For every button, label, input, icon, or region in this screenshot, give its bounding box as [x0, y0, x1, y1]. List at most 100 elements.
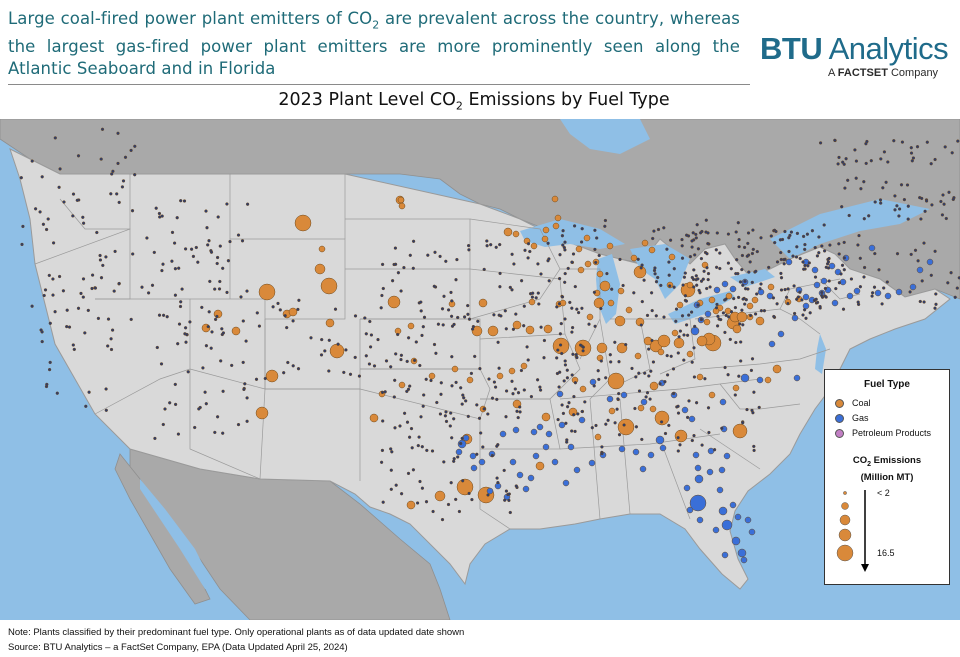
- small-plant-dot: [459, 441, 463, 446]
- small-plant-dot: [309, 336, 313, 340]
- small-plant-dot: [271, 305, 275, 309]
- gas-plant-marker: [721, 280, 729, 288]
- small-plant-dot: [115, 192, 119, 196]
- small-plant-dot: [746, 287, 750, 291]
- small-plant-dot: [157, 313, 162, 317]
- small-plant-dot: [186, 370, 190, 374]
- small-plant-dot: [587, 322, 591, 326]
- small-plant-dot: [906, 217, 910, 221]
- small-plant-dot: [438, 412, 443, 416]
- small-plant-dot: [163, 407, 167, 411]
- small-plant-dot: [511, 327, 516, 331]
- coal-plant-marker: [525, 325, 535, 335]
- small-plant-dot: [916, 259, 920, 263]
- coal-plant-marker: [428, 372, 436, 380]
- small-plant-dot: [466, 312, 470, 316]
- small-plant-dot: [109, 337, 113, 341]
- size-scale: [836, 490, 869, 572]
- small-plant-dot: [225, 202, 229, 206]
- small-plant-dot: [908, 290, 912, 294]
- small-plant-dot: [291, 319, 295, 323]
- small-plant-dot: [656, 275, 660, 280]
- small-plant-dot: [775, 260, 780, 264]
- small-plant-dot: [837, 155, 841, 160]
- small-plant-dot: [507, 498, 511, 503]
- small-plant-dot: [869, 159, 873, 163]
- small-plant-dot: [929, 162, 933, 166]
- small-plant-dot: [230, 363, 234, 368]
- legend-coal-label: Coal: [852, 398, 871, 408]
- small-plant-dot: [390, 450, 394, 454]
- small-plant-dot: [203, 390, 207, 394]
- small-plant-dot: [104, 255, 108, 259]
- small-plant-dot: [165, 315, 169, 319]
- small-plant-dot: [494, 245, 498, 249]
- small-plant-dot: [735, 258, 739, 262]
- small-plant-dot: [651, 236, 655, 241]
- coal-plant-marker: [552, 222, 560, 230]
- small-plant-dot: [563, 240, 567, 244]
- gas-plant-marker: [777, 330, 785, 338]
- small-plant-dot: [603, 218, 608, 223]
- small-plant-dot: [804, 316, 808, 320]
- chesapeake-bay: [815, 334, 826, 374]
- small-plant-dot: [444, 419, 449, 424]
- small-plant-dot: [184, 340, 188, 344]
- small-plant-dot: [680, 256, 685, 260]
- small-plant-dot: [133, 144, 137, 148]
- small-plant-dot: [555, 371, 560, 376]
- small-plant-dot: [803, 247, 807, 252]
- legend-item-petroleum: Petroleum Products: [835, 428, 931, 438]
- small-plant-dot: [692, 285, 696, 289]
- coal-plant-marker: [508, 367, 516, 375]
- small-plant-dot: [911, 156, 916, 160]
- small-plant-dot: [751, 247, 755, 252]
- small-plant-dot: [593, 324, 597, 328]
- small-plant-dot: [416, 443, 420, 448]
- small-plant-dot: [431, 509, 435, 514]
- small-plant-dot: [803, 242, 807, 247]
- gas-plant-marker: [692, 451, 700, 459]
- small-plant-dot: [58, 167, 62, 171]
- small-plant-dot: [39, 328, 43, 332]
- gas-plant-marker: [706, 468, 714, 476]
- small-plant-dot: [740, 267, 744, 272]
- small-plant-dot: [101, 263, 105, 268]
- small-plant-dot: [792, 311, 797, 316]
- gas-plant-marker: [868, 244, 876, 252]
- legend-emissions-title: CO2 Emissions (Million MT): [825, 454, 949, 484]
- coal-plant-marker: [406, 500, 416, 510]
- small-plant-dot: [419, 300, 423, 304]
- lake-erie: [668, 291, 735, 324]
- small-plant-dot: [815, 254, 820, 258]
- small-plant-dot: [461, 479, 465, 483]
- small-plant-dot: [43, 288, 48, 292]
- small-plant-dot: [677, 335, 681, 339]
- small-plant-dot: [424, 377, 428, 381]
- small-plant-dot: [578, 343, 583, 347]
- small-plant-dot: [430, 449, 435, 453]
- small-plant-dot: [183, 247, 188, 251]
- coal-plant-marker: [318, 245, 326, 253]
- small-plant-dot: [583, 400, 587, 404]
- small-plant-dot: [71, 214, 75, 218]
- small-plant-dot: [796, 295, 801, 299]
- small-plant-dot: [639, 323, 643, 327]
- gas-plant-marker: [707, 447, 715, 455]
- small-plant-dot: [327, 338, 331, 342]
- coal-plant-marker: [755, 316, 765, 326]
- small-plant-dot: [319, 353, 324, 357]
- size-arrow-head: [861, 564, 869, 572]
- small-plant-dot: [840, 205, 844, 209]
- small-plant-dot: [96, 316, 101, 321]
- small-plant-dot: [440, 307, 445, 311]
- btu-logo: BTU Analytics A FACTSET Company: [760, 32, 952, 80]
- gas-plant-marker: [731, 536, 741, 546]
- small-plant-dot: [446, 308, 451, 312]
- gas-plant-marker: [681, 406, 689, 414]
- small-plant-dot: [723, 298, 727, 302]
- small-plant-dot: [862, 217, 866, 221]
- small-plant-dot: [176, 432, 181, 436]
- small-plant-dot: [634, 375, 638, 379]
- small-plant-dot: [469, 371, 474, 376]
